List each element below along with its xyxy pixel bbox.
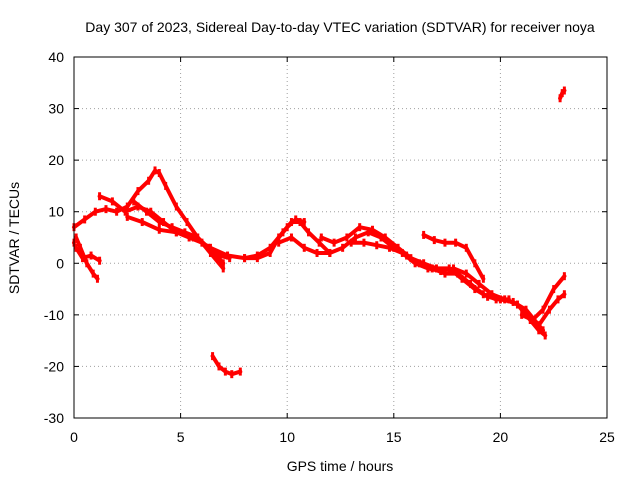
series-arc-5 — [131, 197, 226, 273]
data-series — [72, 86, 567, 379]
x-tick-label: 25 — [599, 429, 615, 445]
series-line — [536, 292, 567, 328]
series-arc-7 — [210, 352, 243, 379]
x-tick-labels: 0 5 10 15 20 25 — [70, 429, 615, 445]
y-tick-label: 20 — [48, 152, 64, 168]
series-line — [131, 199, 226, 271]
x-tick-label: 0 — [70, 429, 78, 445]
series-line — [349, 240, 548, 338]
y-axis-label: SDTVAR / TECUs — [6, 182, 22, 294]
x-tick-label: 5 — [177, 429, 185, 445]
y-tick-label: 40 — [48, 49, 64, 65]
axis-ticks — [73, 56, 608, 419]
y-tick-label: 30 — [48, 101, 64, 117]
series-arc-11 — [349, 238, 548, 340]
y-tick-label: 10 — [48, 204, 64, 220]
series-arc-14 — [536, 290, 567, 330]
x-tick-label: 20 — [493, 429, 509, 445]
grid-lines — [74, 57, 607, 418]
y-tick-labels: 40 30 20 10 0 -10 -20 -30 — [44, 49, 64, 426]
series-line — [74, 245, 102, 263]
series-arc-2 — [74, 243, 102, 265]
y-tick-label: -10 — [44, 307, 64, 323]
y-tick-label: 0 — [56, 255, 64, 271]
chart-title: Day 307 of 2023, Sidereal Day-to-day VTE… — [85, 19, 595, 35]
x-tick-label: 15 — [386, 429, 402, 445]
y-tick-label: -20 — [44, 358, 64, 374]
x-tick-label: 10 — [279, 429, 295, 445]
plot-frame — [73, 56, 608, 419]
series-arc-15 — [558, 86, 567, 103]
y-tick-label: -30 — [44, 410, 64, 426]
x-axis-label: GPS time / hours — [287, 458, 394, 474]
series-arc-13 — [519, 272, 567, 325]
series-arc-12 — [421, 230, 486, 283]
series-arc-8 — [242, 215, 307, 263]
